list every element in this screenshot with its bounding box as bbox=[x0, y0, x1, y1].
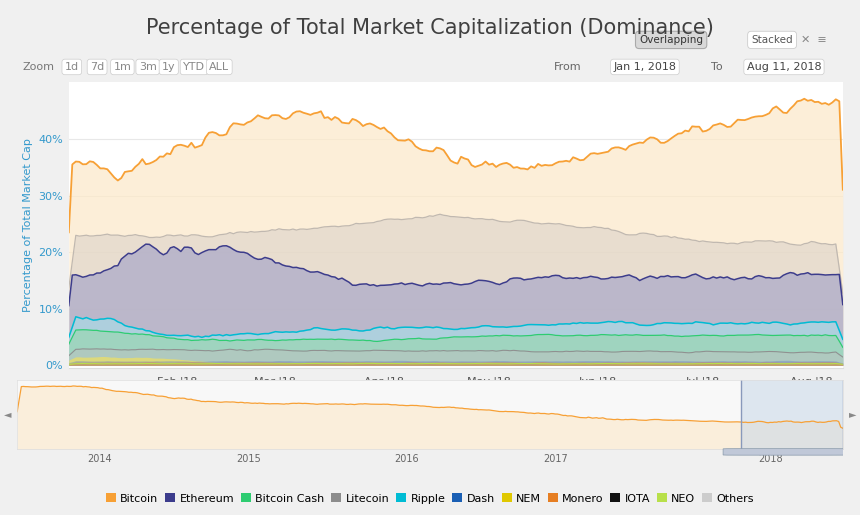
Text: Stacked: Stacked bbox=[752, 35, 793, 45]
Legend: Bitcoin, Ethereum, Bitcoin Cash, Litecoin, Ripple, Dash, NEM, Monero, IOTA, NEO,: Bitcoin, Ethereum, Bitcoin Cash, Litecoi… bbox=[102, 490, 758, 507]
Text: 1d: 1d bbox=[64, 62, 79, 72]
Text: Aug 11, 2018: Aug 11, 2018 bbox=[746, 62, 821, 72]
Text: 7d: 7d bbox=[90, 62, 104, 72]
FancyBboxPatch shape bbox=[723, 449, 847, 455]
Y-axis label: Percentage of Total Market Cap: Percentage of Total Market Cap bbox=[23, 139, 33, 312]
Text: ALL: ALL bbox=[209, 62, 230, 72]
Text: Zoom: Zoom bbox=[22, 62, 54, 72]
Text: ✕  ≡: ✕ ≡ bbox=[801, 35, 826, 45]
Text: To: To bbox=[710, 62, 722, 72]
Text: 3m: 3m bbox=[138, 62, 157, 72]
Text: Percentage of Total Market Capitalization (Dominance): Percentage of Total Market Capitalizatio… bbox=[146, 18, 714, 38]
Text: ◄: ◄ bbox=[3, 409, 11, 419]
Text: ►: ► bbox=[849, 409, 857, 419]
Text: From: From bbox=[554, 62, 581, 72]
Text: Jan 1, 2018: Jan 1, 2018 bbox=[613, 62, 677, 72]
Text: 1y: 1y bbox=[162, 62, 175, 72]
Text: Overlapping: Overlapping bbox=[639, 35, 703, 45]
Text: 1m: 1m bbox=[114, 62, 132, 72]
Bar bbox=[741, 380, 843, 449]
Text: YTD: YTD bbox=[183, 62, 205, 72]
